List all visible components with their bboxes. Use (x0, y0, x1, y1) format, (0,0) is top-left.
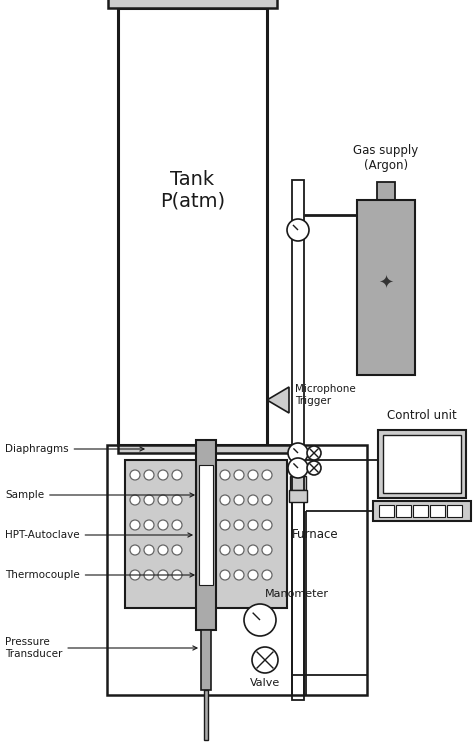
Bar (290, 476, 306, 490)
Circle shape (244, 604, 276, 636)
Circle shape (172, 545, 182, 555)
Circle shape (158, 520, 168, 530)
Bar (357, 200, 415, 375)
Bar (118, 8, 267, 445)
Circle shape (130, 495, 140, 505)
Bar (413, 505, 428, 517)
Circle shape (158, 470, 168, 480)
Bar (199, 465, 213, 585)
Bar (118, 445, 290, 453)
Text: Diaphragms: Diaphragms (5, 444, 144, 454)
Circle shape (234, 495, 244, 505)
Bar (447, 505, 462, 517)
Bar (430, 505, 445, 517)
Circle shape (262, 570, 272, 580)
Circle shape (234, 520, 244, 530)
Circle shape (248, 520, 258, 530)
Polygon shape (267, 387, 289, 413)
Text: Sample: Sample (5, 490, 194, 500)
Circle shape (220, 520, 230, 530)
Bar (125, 460, 197, 608)
Circle shape (220, 470, 230, 480)
Circle shape (158, 495, 168, 505)
Circle shape (172, 520, 182, 530)
Text: Manometer: Manometer (265, 589, 329, 599)
Circle shape (307, 461, 321, 475)
Circle shape (172, 470, 182, 480)
Text: Gas supply
(Argon): Gas supply (Argon) (354, 144, 419, 172)
Bar (377, 182, 395, 200)
Circle shape (130, 545, 140, 555)
Circle shape (144, 470, 154, 480)
Text: HPT-Autoclave: HPT-Autoclave (5, 530, 192, 540)
Text: Valve: Valve (250, 678, 280, 688)
Circle shape (220, 545, 230, 555)
Text: Microphone
Trigger: Microphone Trigger (295, 384, 356, 406)
Circle shape (248, 470, 258, 480)
Circle shape (130, 570, 140, 580)
Bar (383, 435, 461, 493)
Bar (379, 505, 394, 517)
Circle shape (158, 545, 168, 555)
Text: Tank
P(atm): Tank P(atm) (160, 170, 225, 211)
Circle shape (252, 647, 278, 673)
Text: Furnace: Furnace (292, 528, 338, 541)
Circle shape (248, 495, 258, 505)
Circle shape (287, 219, 309, 241)
Text: ✦: ✦ (378, 275, 393, 293)
Circle shape (262, 545, 272, 555)
Bar (204, 690, 208, 740)
Circle shape (248, 570, 258, 580)
Bar (215, 460, 287, 608)
Bar (373, 501, 471, 521)
Circle shape (234, 545, 244, 555)
Circle shape (172, 495, 182, 505)
Bar (378, 430, 466, 498)
Circle shape (144, 570, 154, 580)
Circle shape (130, 520, 140, 530)
Circle shape (262, 520, 272, 530)
Circle shape (262, 495, 272, 505)
Circle shape (288, 443, 308, 463)
Circle shape (144, 520, 154, 530)
Bar (196, 440, 216, 630)
Text: Thermocouple: Thermocouple (5, 570, 194, 580)
Circle shape (220, 495, 230, 505)
Bar (201, 630, 211, 690)
Circle shape (144, 545, 154, 555)
Circle shape (144, 495, 154, 505)
Circle shape (130, 470, 140, 480)
Bar (108, 0, 277, 8)
Circle shape (262, 470, 272, 480)
Text: Pressure
Transducer: Pressure Transducer (5, 637, 197, 658)
Circle shape (248, 545, 258, 555)
Bar (396, 505, 411, 517)
Circle shape (307, 446, 321, 460)
Circle shape (220, 570, 230, 580)
Bar (289, 490, 307, 502)
Circle shape (234, 570, 244, 580)
Bar (292, 180, 304, 700)
Bar (107, 445, 367, 695)
Circle shape (158, 570, 168, 580)
Circle shape (234, 470, 244, 480)
Circle shape (288, 458, 308, 478)
Text: Control unit: Control unit (387, 409, 457, 422)
Circle shape (172, 570, 182, 580)
